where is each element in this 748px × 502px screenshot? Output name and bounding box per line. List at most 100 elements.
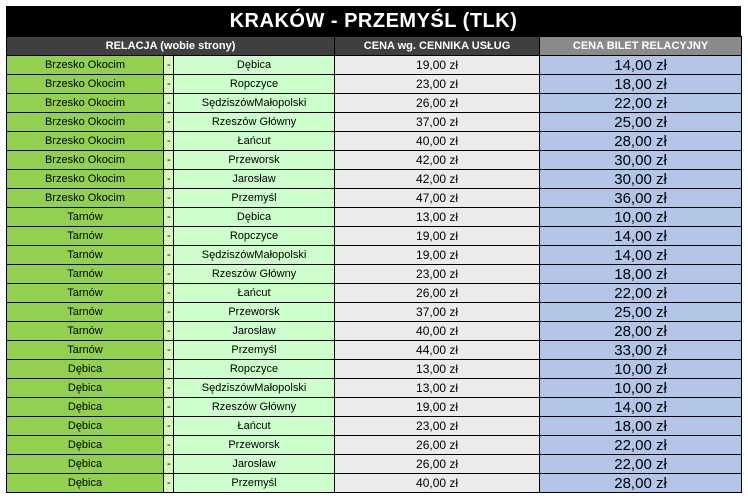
separator-cell: - — [163, 207, 174, 227]
service-price-cell: 40,00 zł — [334, 473, 541, 493]
to-station-cell: Ropczyce — [172, 359, 336, 379]
ticket-price-cell: 22,00 zł — [539, 93, 743, 113]
to-station-cell: Łańcut — [172, 283, 336, 303]
service-price-cell: 47,00 zł — [334, 188, 541, 208]
from-station-cell: Tarnów — [6, 283, 164, 303]
ticket-price-cell: 28,00 zł — [539, 131, 743, 151]
ticket-price-cell: 14,00 zł — [539, 226, 743, 246]
to-station-cell: Przeworsk — [172, 150, 336, 170]
ticket-price-cell: 30,00 zł — [539, 150, 743, 170]
separator-cell: - — [163, 359, 174, 379]
ticket-price-cell: 14,00 zł — [539, 397, 743, 417]
ticket-price-cell: 10,00 zł — [539, 378, 743, 398]
to-station-cell: Ropczyce — [172, 74, 336, 94]
service-price-cell: 37,00 zł — [334, 112, 541, 132]
service-price-cell: 26,00 zł — [334, 435, 541, 455]
separator-cell: - — [163, 245, 174, 265]
separator-cell: - — [163, 416, 174, 436]
separator-cell: - — [163, 169, 174, 189]
service-price-cell: 23,00 zł — [334, 264, 541, 284]
to-station-cell: Dębica — [172, 55, 336, 75]
from-station-cell: Dębica — [6, 378, 164, 398]
from-station-cell: Dębica — [6, 454, 164, 474]
separator-cell: - — [163, 340, 174, 360]
ticket-price-cell: 22,00 zł — [539, 454, 743, 474]
table-row: Tarnów - Ropczyce 19,00 zł 14,00 zł — [6, 226, 743, 246]
to-station-cell: Rzeszów Główny — [172, 397, 336, 417]
service-price-cell: 37,00 zł — [334, 302, 541, 322]
service-price-cell: 26,00 zł — [334, 454, 541, 474]
ticket-price-cell: 18,00 zł — [539, 74, 743, 94]
from-station-cell: Brzesko Okocim — [6, 150, 164, 170]
ticket-price-cell: 18,00 zł — [539, 416, 743, 436]
price-sheet: KRAKÓW - PRZEMYŚL (TLK) RELACJA (wobie s… — [5, 6, 743, 493]
ticket-price-cell: 14,00 zł — [539, 55, 743, 75]
table-row: Dębica - Ropczyce 13,00 zł 10,00 zł — [6, 359, 743, 379]
ticket-price-cell: 36,00 zł — [539, 188, 743, 208]
from-station-cell: Dębica — [6, 397, 164, 417]
relation-header: RELACJA (wobie strony) — [5, 36, 336, 56]
service-price-cell: 19,00 zł — [334, 226, 541, 246]
table-body: Brzesko Okocim - Dębica 19,00 zł 14,00 zł Brz… — [6, 55, 743, 493]
service-price-cell: 13,00 zł — [334, 359, 541, 379]
service-price-cell: 40,00 zł — [334, 131, 541, 151]
to-station-cell: Rzeszów Główny — [172, 112, 336, 132]
ticket-price-cell: 10,00 zł — [539, 359, 743, 379]
separator-cell: - — [163, 112, 174, 132]
table-row: Dębica - SędziszówMałopolski 13,00 zł 10,00 … — [6, 378, 743, 398]
service-price-cell: 26,00 zł — [334, 283, 541, 303]
service-price-cell: 19,00 zł — [334, 55, 541, 75]
separator-cell: - — [163, 283, 174, 303]
table-row: Dębica - Przemyśl 40,00 zł 28,00 zł — [6, 473, 743, 493]
to-station-cell: Jarosław — [172, 454, 336, 474]
from-station-cell: Brzesko Okocim — [6, 188, 164, 208]
separator-cell: - — [163, 473, 174, 493]
from-station-cell: Brzesko Okocim — [6, 112, 164, 132]
ticket-price-cell: 28,00 zł — [539, 473, 743, 493]
ticket-price-cell: 33,00 zł — [539, 340, 743, 360]
from-station-cell: Tarnów — [6, 321, 164, 341]
service-price-header: CENA wg. CENNIKA USŁUG — [334, 36, 541, 56]
service-price-cell: 42,00 zł — [334, 150, 541, 170]
from-station-cell: Brzesko Okocim — [6, 93, 164, 113]
from-station-cell: Dębica — [6, 473, 164, 493]
to-station-cell: SędziszówMałopolski — [172, 245, 336, 265]
to-station-cell: Dębica — [172, 207, 336, 227]
to-station-cell: Przemyśl — [172, 188, 336, 208]
service-price-cell: 44,00 zł — [334, 340, 541, 360]
service-price-cell: 13,00 zł — [334, 207, 541, 227]
separator-cell: - — [163, 454, 174, 474]
ticket-price-cell: 14,00 zł — [539, 245, 743, 265]
to-station-cell: Jarosław — [172, 169, 336, 189]
page-title: KRAKÓW - PRZEMYŚL (TLK) — [6, 6, 741, 36]
table-row: Tarnów - Przemyśl 44,00 zł 33,00 zł — [6, 340, 743, 360]
from-station-cell: Tarnów — [6, 302, 164, 322]
separator-cell: - — [163, 131, 174, 151]
table-row: Dębica - Rzeszów Główny 19,00 zł 14,00 zł — [6, 397, 743, 417]
from-station-cell: Brzesko Okocim — [6, 169, 164, 189]
from-station-cell: Dębica — [6, 435, 164, 455]
ticket-price-cell: 28,00 zł — [539, 321, 743, 341]
ticket-price-cell: 25,00 zł — [539, 302, 743, 322]
table-row: Tarnów - Łańcut 26,00 zł 22,00 zł — [6, 283, 743, 303]
separator-cell: - — [163, 435, 174, 455]
ticket-price-cell: 25,00 zł — [539, 112, 743, 132]
ticket-price-cell: 10,00 zł — [539, 207, 743, 227]
table-row: Brzesko Okocim - Przeworsk 42,00 zł 30,00 zł — [6, 150, 743, 170]
table-row: Brzesko Okocim - SędziszówMałopolski 26,00 … — [6, 93, 743, 113]
relation-ticket-header: CENA BILET RELACYJNY — [539, 36, 743, 56]
service-price-cell: 23,00 zł — [334, 74, 541, 94]
table-row: Tarnów - Przeworsk 37,00 zł 25,00 zł — [6, 302, 743, 322]
separator-cell: - — [163, 150, 174, 170]
table-row: Dębica - Jarosław 26,00 zł 22,00 zł — [6, 454, 743, 474]
from-station-cell: Tarnów — [6, 340, 164, 360]
ticket-price-cell: 22,00 zł — [539, 283, 743, 303]
separator-cell: - — [163, 226, 174, 246]
table-row: Tarnów - SędziszówMałopolski 19,00 zł 14,00 … — [6, 245, 743, 265]
service-price-cell: 23,00 zł — [334, 416, 541, 436]
service-price-cell: 19,00 zł — [334, 245, 541, 265]
from-station-cell: Brzesko Okocim — [6, 131, 164, 151]
separator-cell: - — [163, 93, 174, 113]
table-row: Brzesko Okocim - Przemyśl 47,00 zł 36,00 zł — [6, 188, 743, 208]
separator-cell: - — [163, 188, 174, 208]
